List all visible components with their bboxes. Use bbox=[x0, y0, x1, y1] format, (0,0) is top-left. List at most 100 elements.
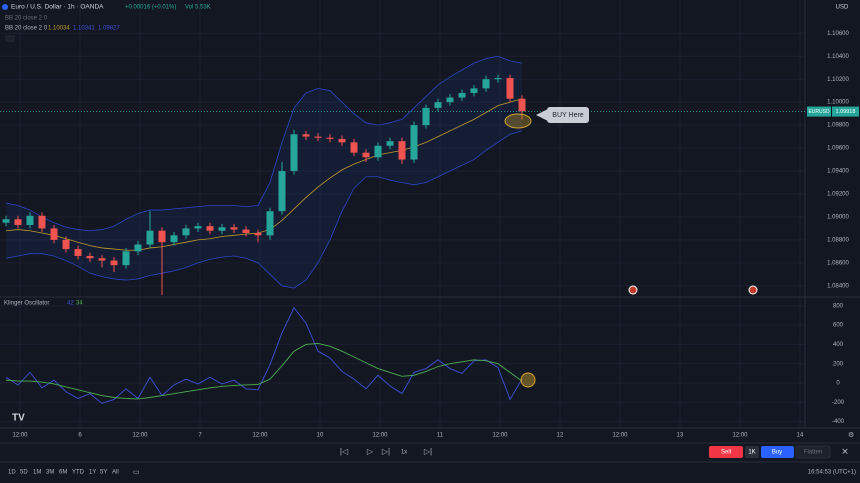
event-flag[interactable] bbox=[748, 285, 758, 295]
y-tick-label: 400 bbox=[833, 342, 844, 348]
candle-body bbox=[506, 78, 514, 99]
buy-label: Buy bbox=[772, 450, 782, 456]
candle-body bbox=[434, 102, 442, 108]
y-tick-label: -200 bbox=[832, 400, 845, 406]
quantity-box[interactable] bbox=[745, 446, 759, 458]
y-tick-label: 1.10200 bbox=[827, 77, 849, 83]
candle-body bbox=[26, 215, 34, 225]
y-tick-label: 1.09000 bbox=[827, 215, 849, 221]
candle-body bbox=[134, 244, 142, 252]
symbol-tag-text: EURUSD bbox=[808, 109, 830, 115]
x-tick-label: 12:00 bbox=[732, 433, 748, 439]
flatten-label: Flatten bbox=[804, 450, 822, 456]
y-tick-label: 1.10600 bbox=[827, 31, 849, 37]
band-lower bbox=[5, 130, 523, 289]
candle-body bbox=[494, 78, 502, 80]
range-button[interactable]: 6M bbox=[59, 470, 67, 476]
y-tick-label: 1.09200 bbox=[827, 192, 849, 198]
range-button[interactable]: 1Y bbox=[89, 470, 96, 476]
oscillator-line bbox=[5, 343, 523, 400]
bb-upper-value: 1.10341 bbox=[73, 26, 95, 32]
symbol-title: Euro / U.S. Dollar · 1h · OANDA bbox=[11, 4, 104, 11]
candle-body bbox=[74, 249, 82, 256]
range-bar: 1D 5D 1M 3M 6M YTD 1Y 5Y All bbox=[8, 470, 119, 476]
price-tag-text: 1.09918 bbox=[836, 109, 856, 115]
candle-body bbox=[410, 125, 418, 160]
candle-body bbox=[98, 258, 106, 261]
y-tick-label: 200 bbox=[833, 361, 844, 367]
y-tick-label: 1.08600 bbox=[827, 260, 849, 266]
currency[interactable]: USD bbox=[836, 5, 849, 11]
range-button[interactable]: 1M bbox=[33, 470, 41, 476]
x-tick-label: 12 bbox=[557, 433, 564, 439]
candle-body bbox=[350, 142, 358, 153]
price-change: +0.00016 (+0.01%) bbox=[125, 5, 176, 11]
replay-back[interactable]: |◁ bbox=[340, 447, 349, 456]
y-tick-label: -400 bbox=[832, 419, 845, 425]
y-tick-label: 800 bbox=[833, 303, 844, 309]
candle-body bbox=[242, 229, 250, 234]
date-range-icon[interactable]: ▭ bbox=[133, 469, 140, 476]
candle-body bbox=[14, 219, 22, 225]
sell-label: Sell bbox=[721, 450, 731, 456]
x-tick-label: 12:00 bbox=[132, 433, 148, 439]
oscillator-value: 42 bbox=[67, 301, 74, 307]
range-button[interactable]: 1D bbox=[8, 470, 16, 476]
x-tick-label: 11 bbox=[437, 433, 444, 439]
replay-play[interactable]: ▷ bbox=[367, 447, 374, 456]
buy-highlight bbox=[504, 113, 532, 129]
candle-body bbox=[518, 98, 526, 112]
sell-button[interactable] bbox=[709, 446, 743, 458]
range-button[interactable]: YTD bbox=[72, 470, 85, 476]
callout-text: BUY Here bbox=[552, 112, 583, 119]
candle-body bbox=[230, 227, 238, 230]
callout bbox=[547, 107, 589, 123]
x-tick-label: 12:00 bbox=[372, 433, 388, 439]
y-tick-label: 1.09800 bbox=[827, 123, 849, 129]
y-tick-label: 1.09600 bbox=[827, 146, 849, 152]
candle-body bbox=[218, 227, 226, 231]
y-tick-label: 1.08400 bbox=[827, 283, 849, 289]
y-tick-label: 1.10000 bbox=[827, 100, 849, 106]
flatten-button[interactable] bbox=[795, 445, 831, 459]
replay-exit[interactable]: ▷| bbox=[424, 447, 432, 456]
settings-icon[interactable]: ⚙ bbox=[848, 431, 854, 439]
volume: Vol 5.53K bbox=[185, 5, 211, 11]
grid bbox=[0, 0, 805, 428]
symbol-icon bbox=[2, 4, 8, 10]
candle-body bbox=[194, 226, 202, 229]
x-tick-label: 13 bbox=[677, 433, 684, 439]
oscillator-signal-value: 34 bbox=[76, 301, 83, 307]
candle-body bbox=[122, 251, 130, 266]
bb-basis-value: 1.10034 bbox=[48, 26, 70, 32]
candle-body bbox=[86, 255, 94, 259]
collapse-button[interactable] bbox=[5, 35, 15, 42]
close-replay[interactable]: ✕ bbox=[841, 446, 849, 456]
candle-body bbox=[158, 230, 166, 243]
candle-body bbox=[290, 134, 298, 172]
range-button[interactable]: All bbox=[112, 470, 119, 476]
replay-step[interactable]: ▷| bbox=[382, 447, 390, 456]
range-button[interactable]: 3M bbox=[46, 470, 54, 476]
range-button[interactable]: 5D bbox=[20, 470, 28, 476]
buy-button[interactable] bbox=[761, 446, 794, 458]
candle-body bbox=[386, 141, 394, 146]
candle-body bbox=[2, 219, 10, 223]
x-tick-label: 14 bbox=[797, 433, 804, 439]
logo: TV bbox=[12, 413, 25, 424]
candle-body bbox=[254, 233, 262, 236]
candle-body bbox=[374, 145, 382, 158]
candle-body bbox=[146, 230, 154, 245]
y-tick-label: 1.08800 bbox=[827, 237, 849, 243]
y-tick-label: 1.10400 bbox=[827, 54, 849, 60]
candle-body bbox=[326, 137, 334, 139]
range-button[interactable]: 5Y bbox=[100, 470, 107, 476]
x-tick-label: 6 bbox=[78, 433, 82, 439]
event-flag[interactable] bbox=[628, 285, 638, 295]
candle-body bbox=[50, 228, 58, 240]
candle-body bbox=[338, 138, 346, 143]
candle-body bbox=[110, 260, 118, 266]
replay-speed[interactable]: 1x bbox=[401, 450, 407, 456]
x-tick-label: 7 bbox=[198, 433, 202, 439]
